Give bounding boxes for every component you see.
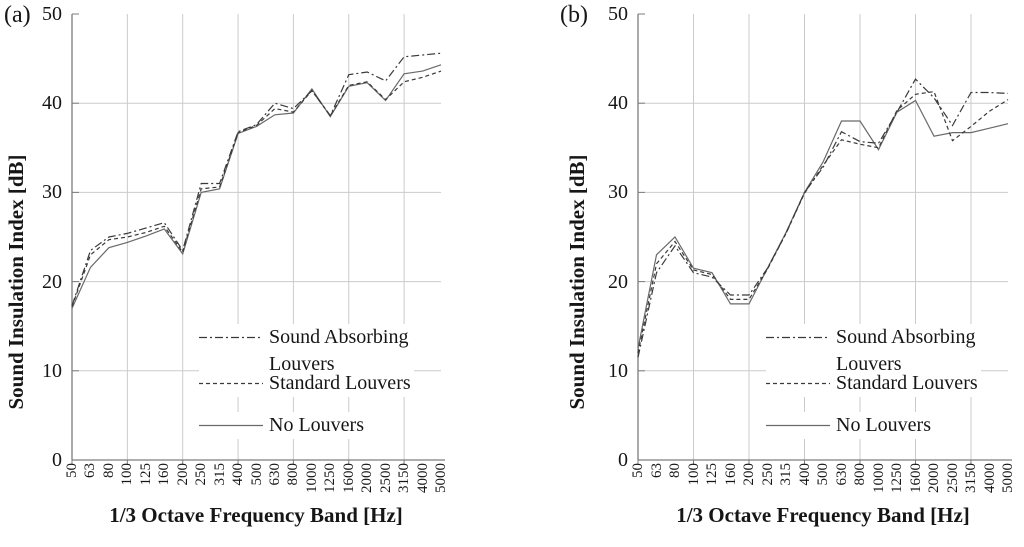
x-tick-label: 160 <box>722 463 739 486</box>
x-tick-label: 4000 <box>414 463 431 493</box>
x-tick-label: 160 <box>156 463 173 486</box>
x-tick-label: 2000 <box>359 463 376 493</box>
y-tick-label: 20 <box>42 270 62 293</box>
panel-a-label: (a) <box>4 2 31 28</box>
x-axis-label-a: 1/3 Octave Frequency Band [Hz] <box>109 503 403 527</box>
y-tick-label: 30 <box>42 181 62 204</box>
legend-item-no-louvers-b: No Louvers <box>766 412 934 439</box>
x-tick-label: 125 <box>704 463 720 486</box>
x-tick-label: 50 <box>64 463 80 478</box>
x-tick-label: 800 <box>285 463 302 486</box>
y-tick-label: 30 <box>608 181 628 204</box>
legend-label-line1: Sound Absorbing <box>836 326 976 348</box>
solid-line-sample <box>766 424 830 427</box>
dashed-line-sample <box>199 382 263 385</box>
x-tick-label: 50 <box>630 463 646 478</box>
x-tick-label: 3150 <box>963 463 979 493</box>
dashdot-line-sample <box>199 336 263 339</box>
series-line-dashdot <box>71 52 442 306</box>
legend-label-line1: Standard Louvers <box>269 372 411 394</box>
legend-item-standard-louvers-a: Standard Louvers <box>199 370 414 397</box>
legend-item-sound-absorbing-b: Sound Absorbing Louvers <box>766 324 979 378</box>
series-line-dashdot <box>637 78 1009 358</box>
series-line-solid <box>637 99 1009 349</box>
x-tick-label: 630 <box>266 463 283 486</box>
x-tick-label: 500 <box>248 463 265 486</box>
x-tick-label: 80 <box>667 463 683 478</box>
y-axis-label-b: Sound Insulation Index [dB] <box>565 154 589 410</box>
legend-label-line1: Standard Louvers <box>836 372 978 394</box>
x-tick-label: 4000 <box>981 463 998 493</box>
x-tick-label: 1600 <box>907 463 924 493</box>
x-tick-label: 315 <box>211 463 228 486</box>
y-tick-label: 10 <box>42 359 62 382</box>
x-tick-label: 1250 <box>322 463 339 493</box>
x-tick-label: 100 <box>119 463 136 486</box>
x-tick-label: 1250 <box>889 463 905 493</box>
x-tick-label: 1000 <box>303 463 320 493</box>
x-tick-label: 5000 <box>1000 463 1016 493</box>
x-tick-label: 100 <box>685 463 702 486</box>
y-tick-label: 40 <box>608 92 628 115</box>
legend-label: Sound Absorbing Louvers <box>269 324 408 378</box>
x-tick-label: 250 <box>759 463 776 486</box>
legend-item-no-louvers-a: No Louvers <box>199 412 367 439</box>
dashdot-line-sample <box>766 336 830 339</box>
x-tick-label: 400 <box>796 463 813 486</box>
y-tick-label: 50 <box>42 3 62 25</box>
y-tick-label: 0 <box>618 449 628 471</box>
legend-label: Standard Louvers <box>836 370 978 397</box>
series-line-dashed <box>71 70 442 307</box>
legend-label: Standard Louvers <box>269 370 411 397</box>
x-tick-label: 2000 <box>926 463 942 493</box>
x-tick-label: 630 <box>833 463 850 486</box>
y-tick-label: 20 <box>608 270 628 293</box>
x-tick-label: 2500 <box>944 463 961 493</box>
legend-item-sound-absorbing-a: Sound Absorbing Louvers <box>199 324 412 378</box>
dashed-line-sample <box>766 382 830 385</box>
x-tick-label: 63 <box>648 463 665 478</box>
x-tick-label: 63 <box>82 463 99 478</box>
series-line-solid <box>71 64 442 309</box>
x-tick-label: 5000 <box>433 463 449 493</box>
y-tick-label: 10 <box>608 359 628 382</box>
x-tick-label: 250 <box>193 463 210 486</box>
solid-line-sample <box>199 424 263 427</box>
legend-label: Sound Absorbing Louvers <box>836 324 975 378</box>
x-tick-label: 3150 <box>396 463 413 493</box>
legend-item-standard-louvers-b: Standard Louvers <box>766 370 981 397</box>
y-tick-label: 0 <box>52 449 62 471</box>
panel-b-label: (b) <box>560 2 588 28</box>
x-tick-label: 500 <box>815 463 831 486</box>
legend-label-line1: Sound Absorbing <box>269 326 409 348</box>
x-tick-label: 200 <box>741 463 757 486</box>
x-tick-label: 800 <box>852 463 868 486</box>
x-tick-label: 125 <box>137 463 154 486</box>
legend-label-line2: Louvers <box>269 353 335 375</box>
x-tick-label: 1000 <box>870 463 887 493</box>
legend-label-line1: No Louvers <box>836 414 931 436</box>
legend-label-line2: Louvers <box>836 353 902 375</box>
legend-label: No Louvers <box>836 412 931 439</box>
x-axis-label-b: 1/3 Octave Frequency Band [Hz] <box>676 503 970 527</box>
legend-label: No Louvers <box>269 412 364 439</box>
y-tick-label: 50 <box>608 3 628 25</box>
x-tick-label: 80 <box>100 463 117 478</box>
x-tick-label: 400 <box>230 463 247 486</box>
legend-label-line1: No Louvers <box>269 414 364 436</box>
y-tick-label: 40 <box>42 92 62 115</box>
x-tick-label: 2500 <box>377 463 394 493</box>
x-tick-label: 315 <box>778 463 794 486</box>
x-tick-label: 200 <box>174 463 191 486</box>
x-tick-label: 1600 <box>340 463 357 493</box>
